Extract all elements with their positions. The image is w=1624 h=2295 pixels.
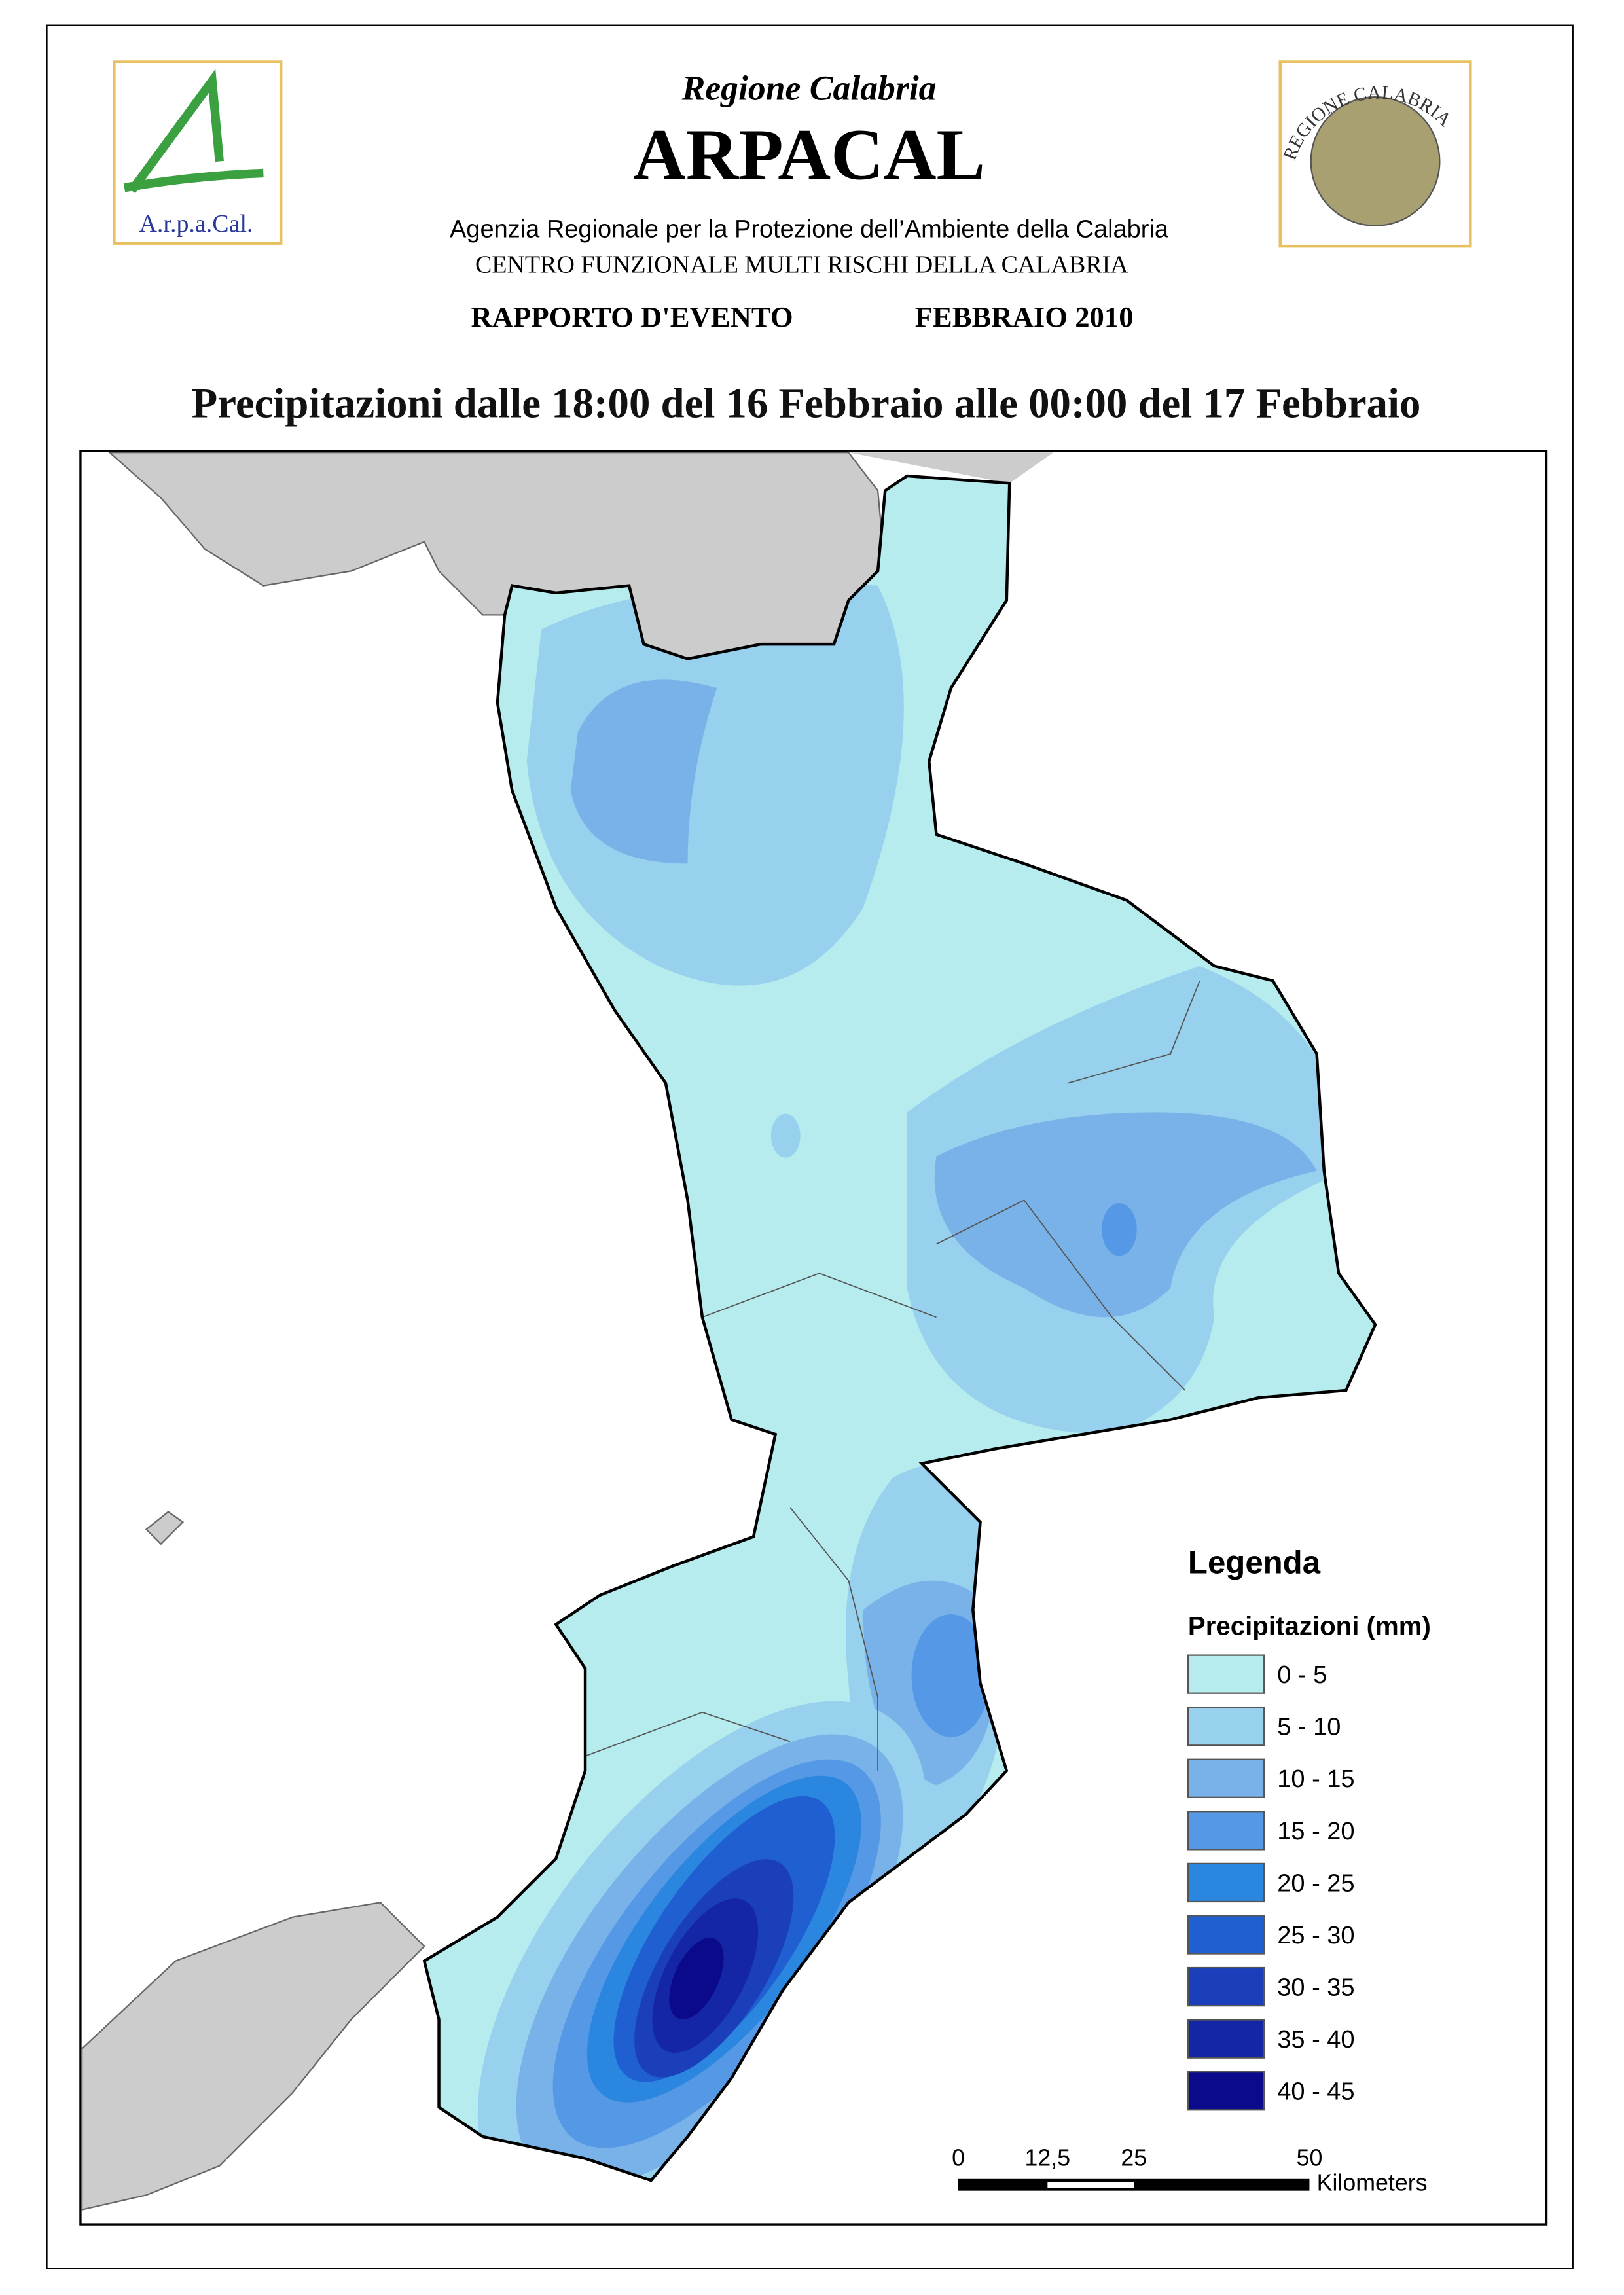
legend-swatch — [1187, 1966, 1265, 2007]
legend-swatch — [1187, 1654, 1265, 1694]
scale-tick-label: 0 — [952, 2145, 965, 2171]
legend-label: 15 - 20 — [1277, 1818, 1354, 1845]
legend-swatch — [1187, 2019, 1265, 2059]
logo-left-text: A.r.p.a.Cal. — [139, 210, 253, 238]
rain-zone — [770, 1113, 801, 1158]
report: RAPPORTO D'EVENTO — [471, 300, 793, 333]
land-north-east — [848, 452, 1054, 484]
legend-subtitle: Precipitazioni (mm) — [1188, 1611, 1431, 1640]
centre: CENTRO FUNZIONALE MULTI RISCHI DELLA CAL… — [475, 251, 1128, 278]
legend-swatch — [1187, 1758, 1265, 1798]
legend-label: 20 - 25 — [1277, 1870, 1354, 1897]
legend-label: 0 - 5 — [1277, 1661, 1327, 1689]
scale-unit: Kilometers — [1317, 2170, 1428, 2196]
logo-mark — [123, 69, 264, 194]
land-sicily — [81, 1902, 425, 2211]
region: Regione Calabria — [681, 69, 937, 108]
legend-swatch — [1187, 2071, 1265, 2111]
logo-emblem — [1310, 96, 1441, 226]
rain-zone — [911, 1614, 991, 1737]
agency-full: Agenzia Regionale per la Protezione dell… — [450, 216, 1169, 244]
legend-label: 5 - 10 — [1277, 1714, 1341, 1741]
rain-zone — [1102, 1202, 1137, 1256]
report-month: FEBBRAIO 2010 — [915, 300, 1134, 333]
province-border — [585, 980, 1200, 1771]
scale-tick-label: 25 — [1121, 2145, 1147, 2171]
rain-zone — [669, 1938, 724, 2019]
legend-swatch — [1187, 1811, 1265, 1851]
legend-label: 10 - 15 — [1277, 1765, 1354, 1793]
scale-tick-label: 12,5 — [1025, 2145, 1071, 2171]
scale-tick-label: 50 — [1297, 2145, 1323, 2171]
scale-bar: Kilometers 0 12,5 25 50 — [952, 2145, 1427, 2196]
legend-swatch — [1187, 1915, 1265, 1955]
rain-zone — [526, 583, 904, 986]
legend-label: 25 - 30 — [1277, 1922, 1354, 1949]
legend: Legenda Precipitazioni (mm) 0 - 5 5 - 10 1… — [1187, 1544, 1431, 2111]
legend-swatch — [1187, 1862, 1265, 1903]
legend-title: Legenda — [1188, 1544, 1321, 1580]
agency: ARPACAL — [633, 114, 985, 195]
island — [145, 1511, 185, 1545]
legend-swatch — [1187, 1707, 1265, 1746]
legend-label: 40 - 45 — [1277, 2078, 1354, 2106]
legend-label: 35 - 40 — [1277, 2026, 1354, 2053]
scale-segment — [1047, 2182, 1134, 2188]
legend-label: 30 - 35 — [1277, 1974, 1354, 2001]
map-title: Precipitazioni dalle 18:00 del 16 Febbra… — [192, 380, 1421, 427]
rain-zone — [570, 679, 717, 864]
logo-left — [113, 60, 283, 245]
